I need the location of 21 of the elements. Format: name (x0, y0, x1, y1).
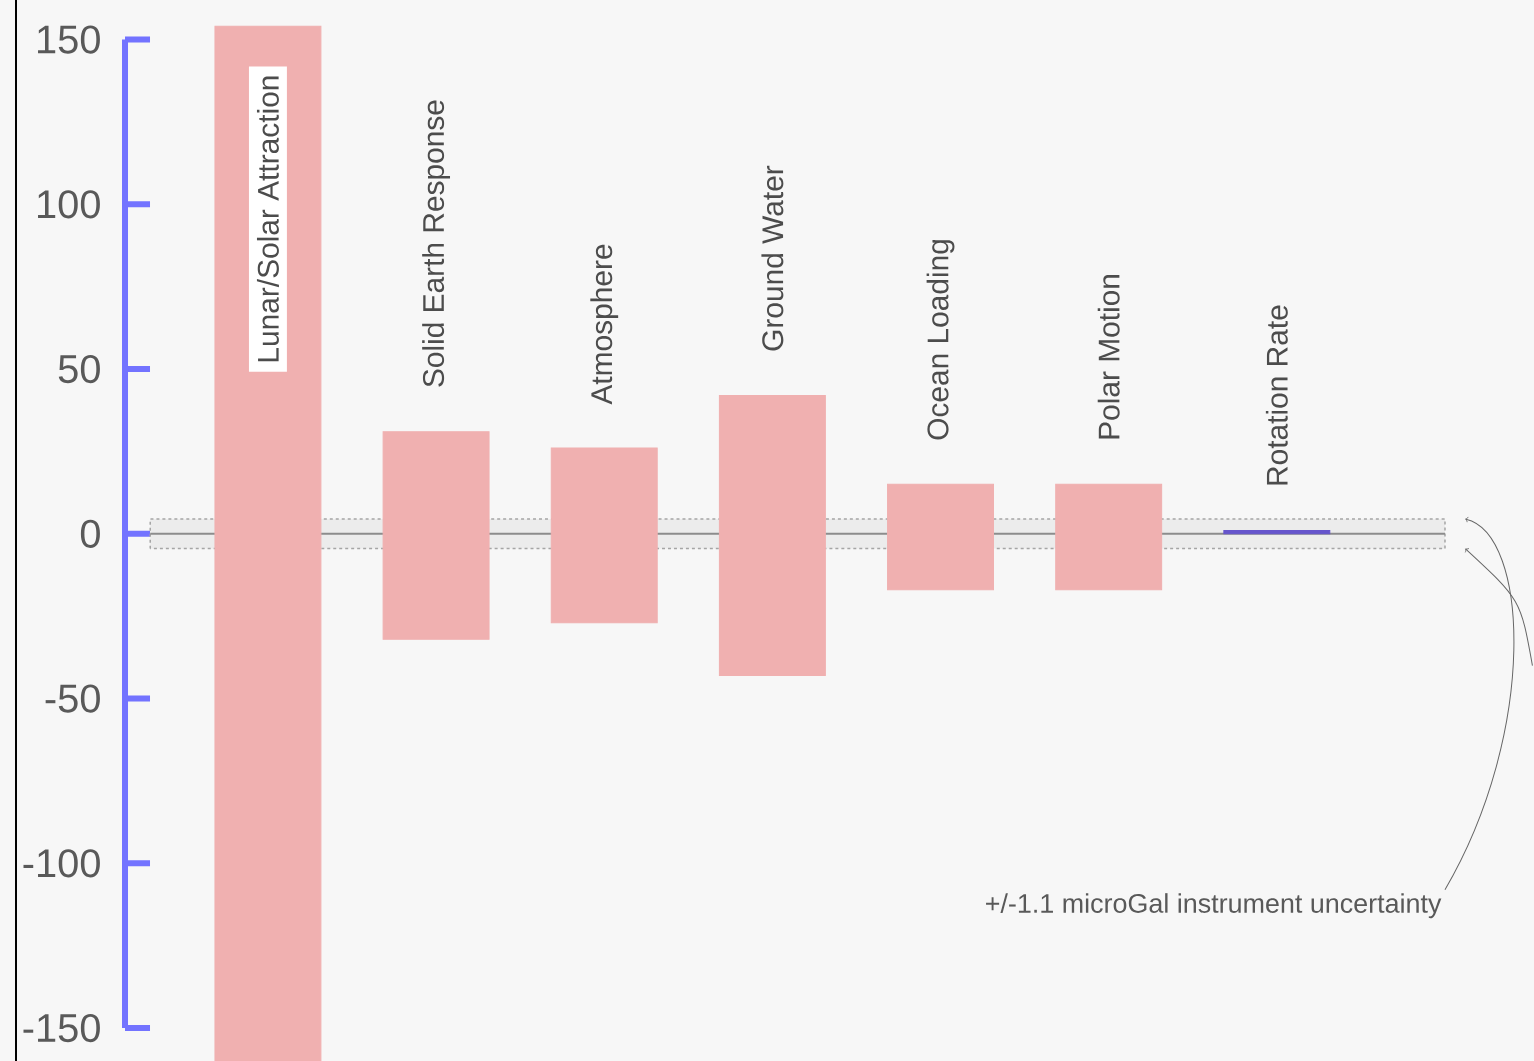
bar (1223, 530, 1331, 535)
y-tick-label: -150 (23, 1013, 100, 1043)
y-tick-label: -100 (23, 849, 100, 878)
y-tick-label: 0 (80, 519, 100, 548)
y-tick-label: 150 (38, 25, 100, 54)
x-tick-label: Polar Motion (1097, 275, 1120, 439)
y-tick-label: -50 (45, 684, 100, 713)
y-tick-label: 50 (58, 354, 100, 384)
bar (382, 431, 490, 640)
bar (887, 483, 994, 591)
x-tick-label: Lunar/Solar Attraction (256, 76, 279, 362)
x-tick-label: Ocean Loading (926, 240, 955, 440)
annotation: +/-1.1 microGal instrument uncertainty (986, 893, 1442, 919)
x-tick-label: Ground Water (761, 165, 784, 351)
bar (718, 394, 826, 676)
bar (550, 447, 658, 624)
x-tick-label: Rotation Rate (1265, 305, 1288, 485)
bar (1055, 483, 1163, 591)
y-tick-label: 100 (38, 190, 100, 219)
x-tick-label: Solid Earth Response (422, 100, 451, 387)
x-tick-label: Atmosphere (590, 244, 619, 405)
